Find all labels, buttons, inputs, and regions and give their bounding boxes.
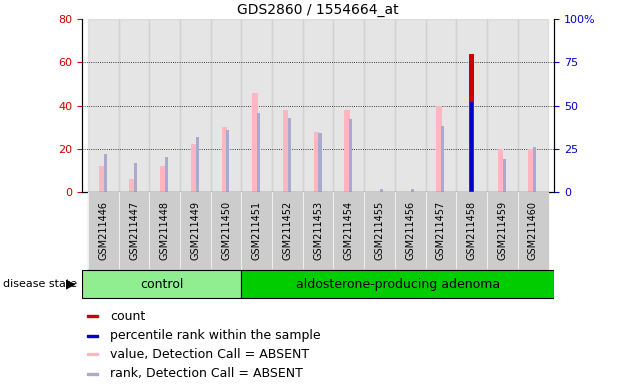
Text: GSM211450: GSM211450 bbox=[221, 201, 231, 260]
Bar bbox=[303, 192, 333, 269]
Bar bbox=[456, 19, 487, 192]
Title: GDS2860 / 1554664_at: GDS2860 / 1554664_at bbox=[238, 3, 399, 17]
Bar bbox=[333, 19, 364, 192]
Bar bbox=[241, 192, 272, 269]
Bar bbox=[165, 157, 168, 192]
Text: GSM211451: GSM211451 bbox=[252, 201, 262, 260]
Bar bbox=[134, 163, 137, 192]
Bar bbox=[222, 127, 227, 192]
Text: GSM211448: GSM211448 bbox=[160, 201, 169, 260]
Bar bbox=[364, 19, 395, 192]
Bar bbox=[364, 192, 395, 269]
Bar bbox=[241, 19, 272, 192]
Text: GSM211447: GSM211447 bbox=[129, 201, 139, 260]
Bar bbox=[211, 192, 241, 269]
Text: GSM211460: GSM211460 bbox=[528, 201, 538, 260]
Bar bbox=[395, 19, 425, 192]
Text: GSM211449: GSM211449 bbox=[190, 201, 200, 260]
Bar bbox=[87, 373, 98, 375]
Bar bbox=[487, 192, 518, 269]
Bar bbox=[425, 192, 456, 269]
Text: percentile rank within the sample: percentile rank within the sample bbox=[110, 329, 321, 343]
Text: value, Detection Call = ABSENT: value, Detection Call = ABSENT bbox=[110, 348, 309, 361]
Bar bbox=[349, 119, 352, 192]
Bar bbox=[196, 137, 199, 192]
Bar bbox=[87, 315, 98, 318]
Bar bbox=[180, 19, 211, 192]
Bar bbox=[380, 189, 383, 192]
Bar bbox=[252, 93, 258, 192]
Bar bbox=[272, 19, 303, 192]
Text: GSM211458: GSM211458 bbox=[467, 201, 476, 260]
Text: GSM211452: GSM211452 bbox=[282, 201, 292, 260]
Bar bbox=[180, 192, 211, 269]
Text: GSM211453: GSM211453 bbox=[313, 201, 323, 260]
Bar bbox=[487, 19, 518, 192]
Text: control: control bbox=[140, 278, 183, 291]
Bar bbox=[456, 192, 487, 269]
Text: GSM211454: GSM211454 bbox=[344, 201, 354, 260]
Bar bbox=[333, 192, 364, 269]
Bar bbox=[211, 19, 241, 192]
Text: GSM211459: GSM211459 bbox=[497, 201, 507, 260]
Bar bbox=[149, 19, 180, 192]
Bar bbox=[226, 130, 229, 192]
Bar bbox=[272, 192, 303, 269]
Bar bbox=[518, 192, 548, 269]
Bar bbox=[425, 19, 456, 192]
Bar bbox=[283, 110, 289, 192]
Bar bbox=[82, 270, 241, 298]
Text: GSM211446: GSM211446 bbox=[98, 201, 108, 260]
Bar bbox=[411, 189, 413, 192]
Bar bbox=[436, 106, 442, 192]
Text: ▶: ▶ bbox=[66, 278, 76, 291]
Bar bbox=[88, 192, 118, 269]
Bar bbox=[314, 131, 319, 192]
Text: aldosterone-producing adenoma: aldosterone-producing adenoma bbox=[296, 278, 500, 291]
Bar bbox=[498, 149, 503, 192]
Text: GSM211456: GSM211456 bbox=[405, 201, 415, 260]
Bar bbox=[441, 126, 444, 192]
Text: count: count bbox=[110, 310, 146, 323]
Bar bbox=[529, 149, 534, 192]
Bar bbox=[318, 133, 321, 192]
Bar bbox=[99, 166, 105, 192]
Text: disease state: disease state bbox=[3, 279, 77, 289]
Text: GSM211457: GSM211457 bbox=[436, 201, 446, 260]
Bar bbox=[118, 192, 149, 269]
Bar bbox=[88, 19, 118, 192]
Bar bbox=[149, 192, 180, 269]
Bar bbox=[288, 118, 291, 192]
Bar bbox=[87, 335, 98, 337]
Bar bbox=[469, 54, 474, 192]
Bar bbox=[471, 102, 472, 192]
Bar bbox=[191, 144, 197, 192]
Bar bbox=[395, 192, 425, 269]
Bar bbox=[87, 353, 98, 356]
Bar bbox=[241, 270, 554, 298]
Bar bbox=[257, 113, 260, 192]
Text: rank, Detection Call = ABSENT: rank, Detection Call = ABSENT bbox=[110, 367, 303, 381]
Bar bbox=[344, 110, 350, 192]
Bar bbox=[303, 19, 333, 192]
Text: GSM211455: GSM211455 bbox=[374, 201, 384, 260]
Bar bbox=[503, 159, 506, 192]
Bar bbox=[129, 179, 135, 192]
Bar bbox=[104, 154, 106, 192]
Bar bbox=[118, 19, 149, 192]
Bar bbox=[518, 19, 548, 192]
Bar bbox=[533, 147, 536, 192]
Bar bbox=[160, 166, 166, 192]
